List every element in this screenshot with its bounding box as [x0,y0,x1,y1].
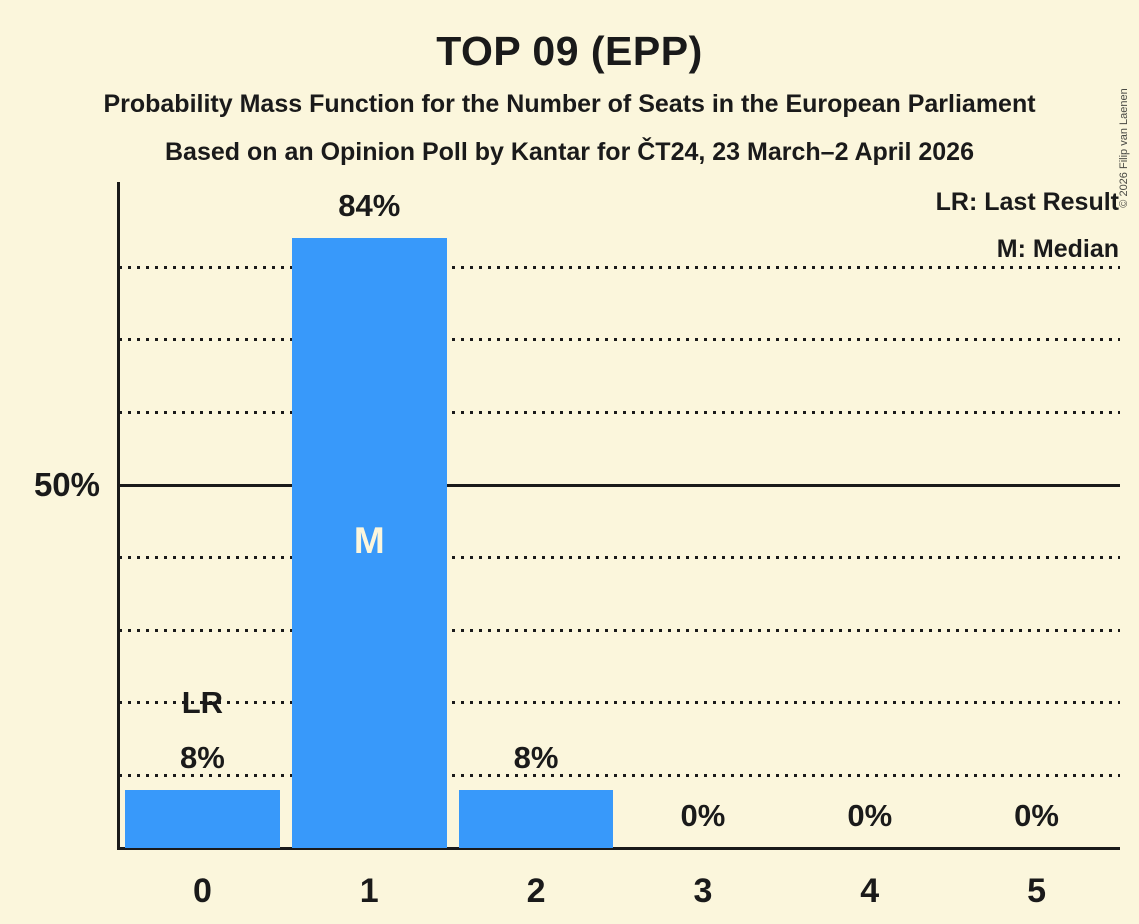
gridline-60pct [119,410,1120,414]
gridline-20pct [119,701,1120,705]
gridline-30pct [119,628,1120,632]
value-label-seat-3: 0% [680,798,726,833]
value-label-seat-1: 84% [338,188,401,224]
gridline-80pct [119,265,1120,269]
gridline-10pct [119,773,1120,777]
last-result-marker: LR [181,684,224,720]
bar-seat-0 [125,789,280,848]
value-label-seat-2: 8% [513,739,559,775]
value-label-seat-5: 0% [1014,798,1059,833]
median-marker: M [353,520,385,562]
x-tick-0: 0 [192,872,212,910]
x-tick-4: 4 [860,872,880,910]
bar-seat-1 [291,238,447,848]
chart-subtitle: Probability Mass Function for the Number… [103,90,1036,118]
chart-source-line: Based on an Opinion Poll by Kantar for Č… [164,138,974,166]
value-label-seat-4: 0% [847,798,893,833]
x-tick-5: 5 [1027,872,1047,910]
x-tick-1: 1 [359,872,379,910]
x-tick-2: 2 [526,872,546,910]
x-tick-3: 3 [693,872,713,910]
y-axis-50-label: 50% [33,466,100,503]
y-axis-line [117,182,120,850]
gridline-40pct [119,556,1120,560]
bar-seat-2 [458,789,614,848]
x-axis-line [117,847,1120,850]
legend-median: M: Median [996,235,1119,263]
chart-title: TOP 09 (EPP) [436,28,703,74]
gridline-50pct-solid [119,483,1120,487]
legend-last-result: LR: Last Result [935,188,1119,216]
value-label-seat-0: 8% [180,739,225,775]
gridline-70pct [119,338,1120,342]
